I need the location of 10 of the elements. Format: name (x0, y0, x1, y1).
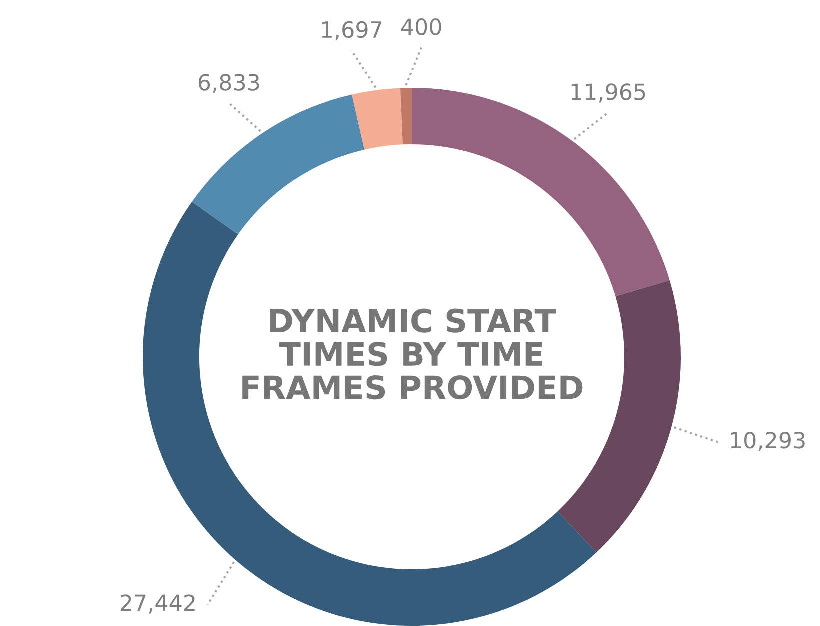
text: DYNAMIC START TIMES BY TIME FRAMES PROVIDED (242, 308, 583, 400)
donut-slice (192, 94, 365, 235)
data-label: 10,293 (731, 432, 805, 452)
data-label: 400 (401, 18, 442, 36)
data-label: 6,833 (198, 74, 260, 94)
donut-slice (400, 88, 412, 145)
data-label: 27,442 (120, 594, 195, 614)
data-label: 1,697 (322, 21, 382, 40)
data-label: 11,965 (572, 84, 646, 103)
donut-slice (352, 88, 403, 150)
